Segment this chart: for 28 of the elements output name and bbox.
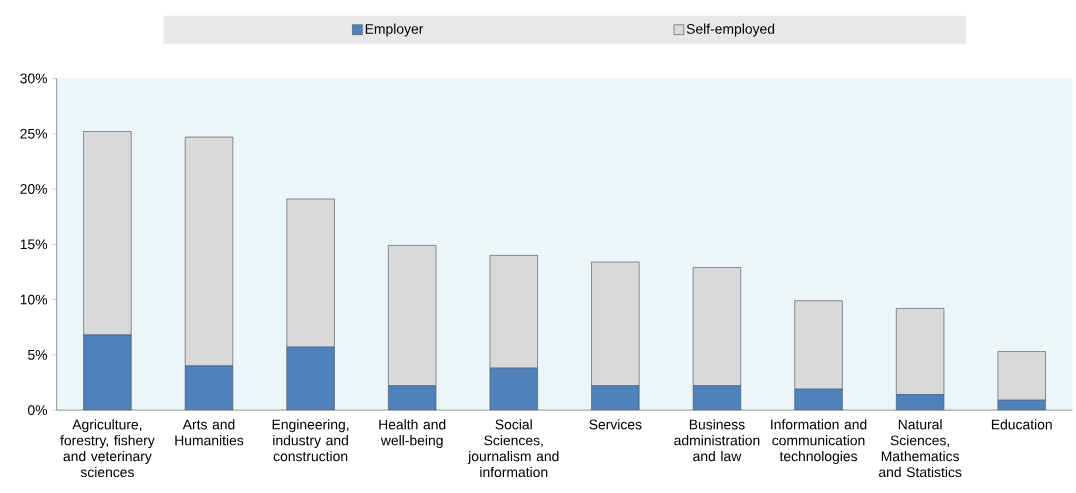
x-tick-label: Arts and Humanities [175, 419, 244, 446]
x-tick-label: Education [991, 419, 1052, 430]
legend-label: Employer [365, 23, 424, 37]
bar [692, 385, 742, 411]
bar [184, 365, 234, 411]
bar [794, 389, 843, 411]
x-tick-label: Natural Sciences, Mathematics and Statistics [878, 419, 962, 478]
x-tick-label: Information and communication technologies [771, 419, 867, 465]
y-tick-label: 30% [20, 73, 48, 84]
y-tick-label: 20% [20, 184, 48, 195]
bar [286, 347, 335, 411]
x-tick-label: Agriculture, forestry, fishery and veterinary sciences [60, 419, 155, 478]
x-tick-label: Health and well-being [379, 419, 446, 449]
y-tick-label: 0% [27, 405, 48, 416]
bar [895, 394, 945, 411]
x-tick-label: Social Sciences, journalism and information [467, 419, 559, 478]
y-tick-label: 25% [20, 129, 48, 139]
bar [388, 385, 437, 411]
legend-label: Self-employed [686, 23, 775, 37]
y-tick-label: 15% [20, 239, 48, 250]
bar [591, 385, 640, 411]
y-tick-label: 5% [28, 350, 48, 360]
x-tick-label: Engineering, industry and construction [272, 419, 349, 462]
x-tick-label: Business administration and law [674, 419, 760, 462]
bar [489, 368, 538, 411]
x-tick-label: Services [589, 419, 642, 430]
bar [83, 334, 132, 411]
y-tick-label: 10% [20, 294, 48, 305]
